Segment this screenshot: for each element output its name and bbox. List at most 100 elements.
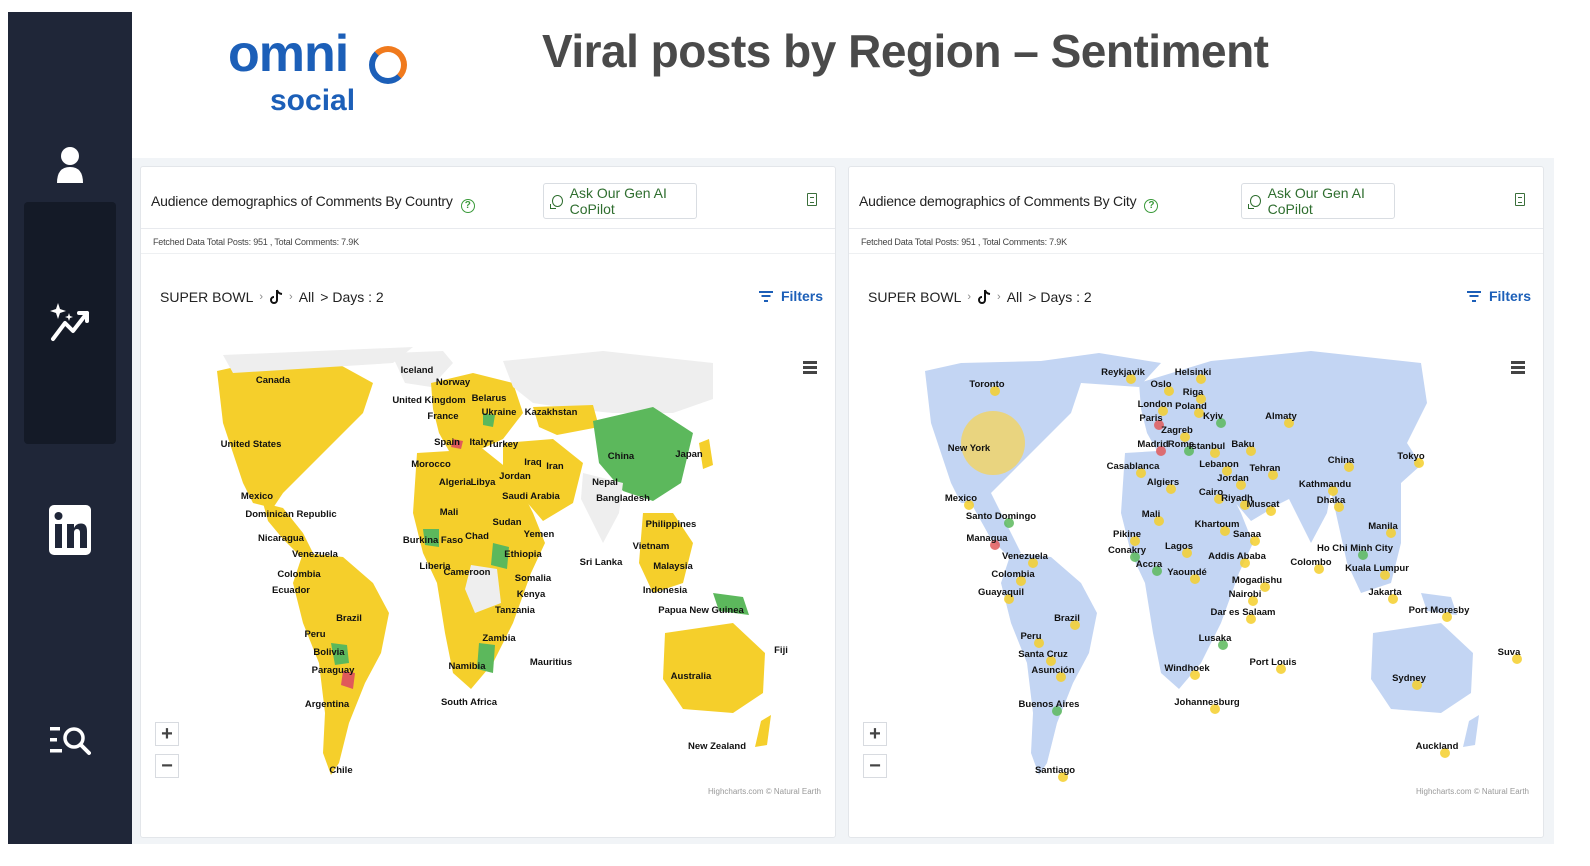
map-label-sudan[interactable]: Sudan <box>492 517 521 528</box>
map-label-santa-cruz[interactable]: Santa Cruz <box>1018 649 1068 660</box>
city-bubble-kyiv[interactable] <box>1216 418 1226 428</box>
document-icon[interactable] <box>807 193 817 206</box>
city-bubble-mexico[interactable] <box>964 500 974 510</box>
city-bubble-dhaka[interactable] <box>1334 502 1344 512</box>
document-icon[interactable] <box>1515 193 1525 206</box>
map-label-turkey[interactable]: Turkey <box>488 439 519 450</box>
map-label-paraguay[interactable]: Paraguay <box>312 665 355 676</box>
map-label-helsinki[interactable]: Helsinki <box>1175 367 1211 378</box>
map-label-peru[interactable]: Peru <box>304 629 325 640</box>
city-bubble-london[interactable] <box>1158 406 1168 416</box>
map-label-united-kingdom[interactable]: United Kingdom <box>392 395 465 406</box>
map-label-namibia[interactable]: Namibia <box>449 661 487 672</box>
map-label-london[interactable]: London <box>1138 399 1173 410</box>
map-label-reykjavik[interactable]: Reykjavik <box>1101 367 1146 378</box>
map-label-sanaa[interactable]: Sanaa <box>1233 529 1262 540</box>
map-label-yemen[interactable]: Yemen <box>524 529 555 540</box>
map-label-norway[interactable]: Norway <box>436 377 471 388</box>
map-label-argentina[interactable]: Argentina <box>305 699 350 710</box>
city-bubble-sanaa[interactable] <box>1250 536 1260 546</box>
map-label-mogadishu[interactable]: Mogadishu <box>1232 575 1282 586</box>
map-label-papua-new-guinea[interactable]: Papua New Guinea <box>658 605 744 616</box>
city-bubble-conakry[interactable] <box>1130 552 1140 562</box>
map-label-belarus[interactable]: Belarus <box>472 393 507 404</box>
map-label-buenos-aires[interactable]: Buenos Aires <box>1019 699 1080 710</box>
map-label-yaound-[interactable]: Yaoundé <box>1167 567 1207 578</box>
map-label-nepal[interactable]: Nepal <box>592 477 618 488</box>
map-label-tehran[interactable]: Tehran <box>1250 463 1281 474</box>
city-bubble-windhoek[interactable] <box>1190 670 1200 680</box>
breadcrumb-scope[interactable]: All <box>298 289 315 305</box>
city-bubble-jordan[interactable] <box>1236 480 1246 490</box>
map-label-managua[interactable]: Managua <box>966 533 1008 544</box>
city-bubble-port-moresby[interactable] <box>1442 612 1452 622</box>
map-label-pikine[interactable]: Pikine <box>1113 529 1141 540</box>
sidebar-item-search[interactable] <box>8 712 132 768</box>
map-label-rome[interactable]: Rome <box>1168 439 1194 450</box>
city-bubble-kuala-lumpur[interactable] <box>1380 570 1390 580</box>
map-label-indonesia[interactable]: Indonesia <box>643 585 688 596</box>
map-label-addis-ababa[interactable]: Addis Ababa <box>1208 551 1266 562</box>
map-label-auckland[interactable]: Auckland <box>1416 741 1459 752</box>
breadcrumb-scope[interactable]: All <box>1006 289 1023 305</box>
map-label-zambia[interactable]: Zambia <box>482 633 516 644</box>
map-label-istanbul[interactable]: Istanbul <box>1189 441 1225 452</box>
map-label-colombo[interactable]: Colombo <box>1290 557 1331 568</box>
map-label-toronto[interactable]: Toronto <box>969 379 1004 390</box>
country-map[interactable]: Canada Iceland Norway United Kingdom Belarus… <box>153 343 823 803</box>
city-bubble-guayaquil[interactable] <box>1004 594 1014 604</box>
map-label-venezuela[interactable]: Venezuela <box>1002 551 1049 562</box>
map-label-algeria[interactable]: Algeria <box>439 477 472 488</box>
city-bubble-colombia[interactable] <box>1016 576 1026 586</box>
map-label-jordan[interactable]: Jordan <box>499 471 531 482</box>
map-label-ecuador[interactable]: Ecuador <box>272 585 310 596</box>
help-icon[interactable]: ? <box>460 199 475 213</box>
map-label-kathmandu[interactable]: Kathmandu <box>1299 479 1351 490</box>
map-label-lagos[interactable]: Lagos <box>1165 541 1193 552</box>
hamburger-menu-icon[interactable] <box>803 361 817 374</box>
map-label-accra[interactable]: Accra <box>1136 559 1163 570</box>
city-bubble-lusaka[interactable] <box>1218 640 1228 650</box>
map-label-brazil[interactable]: Brazil <box>1054 613 1080 624</box>
city-bubble-paris[interactable] <box>1154 420 1164 430</box>
tiktok-icon[interactable] <box>977 289 991 305</box>
city-bubble-santiago[interactable] <box>1058 772 1068 782</box>
city-bubble-mogadishu[interactable] <box>1260 582 1270 592</box>
map-credits[interactable]: Highcharts.com © Natural Earth <box>707 787 821 796</box>
map-label-algiers[interactable]: Algiers <box>1147 477 1179 488</box>
city-bubble-tokyo[interactable] <box>1414 458 1424 468</box>
city-map[interactable]: Reykjavik Helsinki Toronto Oslo Riga London Po… <box>861 343 1531 803</box>
map-label-ukraine[interactable]: Ukraine <box>482 407 517 418</box>
map-label-china[interactable]: China <box>608 451 635 462</box>
zoom-in-button[interactable]: + <box>863 722 887 746</box>
city-bubble-cairo[interactable] <box>1214 494 1224 504</box>
map-label-morocco[interactable]: Morocco <box>411 459 451 470</box>
map-label-new-zealand[interactable]: New Zealand <box>688 741 746 752</box>
filters-button[interactable]: Filters <box>1466 288 1531 304</box>
map-label-santo-domingo[interactable]: Santo Domingo <box>966 511 1036 522</box>
city-bubble-china[interactable] <box>1344 462 1354 472</box>
map-label-mexico[interactable]: Mexico <box>945 493 977 504</box>
map-label-kyiv[interactable]: Kyiv <box>1203 411 1224 422</box>
city-bubble-manila[interactable] <box>1386 528 1396 538</box>
city-bubble-tehran[interactable] <box>1268 470 1278 480</box>
map-label-chile[interactable]: Chile <box>329 765 352 776</box>
map-label-nairobi[interactable]: Nairobi <box>1229 589 1262 600</box>
map-label-japan[interactable]: Japan <box>675 449 703 460</box>
zoom-out-button[interactable]: − <box>155 754 179 778</box>
map-credits[interactable]: Highcharts.com © Natural Earth <box>1415 787 1529 796</box>
zoom-out-button[interactable]: − <box>863 754 887 778</box>
map-label-paris[interactable]: Paris <box>1139 413 1162 424</box>
map-label-riyadh[interactable]: Riyadh <box>1221 493 1253 504</box>
breadcrumb-days[interactable]: > Days : 2 <box>1028 289 1092 305</box>
city-bubble-khartoum[interactable] <box>1220 526 1230 536</box>
map-label-vietnam[interactable]: Vietnam <box>633 541 670 552</box>
city-bubble-lagos[interactable] <box>1182 548 1192 558</box>
city-bubble-muscat[interactable] <box>1266 506 1276 516</box>
map-label-asunci-n[interactable]: Asunción <box>1031 665 1074 676</box>
map-label-mauritius[interactable]: Mauritius <box>530 657 572 668</box>
map-label-mali[interactable]: Mali <box>440 507 458 518</box>
city-bubble-riga[interactable] <box>1196 394 1206 404</box>
map-label-kenya[interactable]: Kenya <box>517 589 546 600</box>
city-bubble-sydney[interactable] <box>1412 680 1422 690</box>
